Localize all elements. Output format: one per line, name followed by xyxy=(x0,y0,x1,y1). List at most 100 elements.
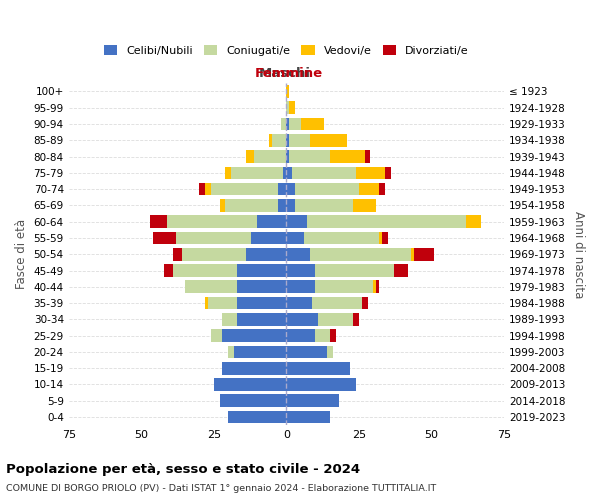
Bar xyxy=(286,362,350,374)
Bar xyxy=(173,264,237,277)
Bar xyxy=(292,166,356,179)
Bar xyxy=(289,134,310,146)
Bar xyxy=(228,410,286,424)
Bar xyxy=(365,150,370,163)
Bar xyxy=(286,313,318,326)
Bar xyxy=(223,330,286,342)
Bar xyxy=(257,216,286,228)
Bar xyxy=(281,118,286,130)
Bar xyxy=(313,296,362,310)
Text: Femmine: Femmine xyxy=(254,67,323,80)
Bar xyxy=(286,346,327,358)
Bar xyxy=(286,248,310,260)
Bar xyxy=(327,346,333,358)
Bar xyxy=(376,280,379,293)
Bar xyxy=(307,216,466,228)
Bar xyxy=(286,199,295,212)
Bar xyxy=(356,166,385,179)
Bar xyxy=(245,248,286,260)
Bar xyxy=(211,330,223,342)
Bar xyxy=(226,199,278,212)
Bar xyxy=(318,313,353,326)
Text: Popolazione per età, sesso e stato civile - 2024: Popolazione per età, sesso e stato civil… xyxy=(6,462,360,475)
Bar xyxy=(373,280,376,293)
Bar xyxy=(316,280,373,293)
Bar xyxy=(176,232,251,244)
Bar xyxy=(310,248,411,260)
Text: Maschi: Maschi xyxy=(259,67,311,80)
Bar xyxy=(278,183,286,196)
Bar xyxy=(414,248,434,260)
Bar xyxy=(286,183,295,196)
Bar xyxy=(231,166,283,179)
Bar xyxy=(330,330,335,342)
Bar xyxy=(379,183,385,196)
Text: COMUNE DI BORGO PRIOLO (PV) - Dati ISTAT 1° gennaio 2024 - Elaborazione TUTTITAL: COMUNE DI BORGO PRIOLO (PV) - Dati ISTAT… xyxy=(6,484,436,493)
Bar xyxy=(283,166,286,179)
Bar xyxy=(286,232,304,244)
Bar xyxy=(272,134,286,146)
Bar xyxy=(362,296,368,310)
Bar xyxy=(286,280,316,293)
Bar xyxy=(411,248,414,260)
Bar xyxy=(199,183,205,196)
Bar xyxy=(286,410,330,424)
Bar xyxy=(237,280,286,293)
Bar xyxy=(153,232,176,244)
Bar xyxy=(251,232,286,244)
Bar xyxy=(316,330,330,342)
Bar xyxy=(286,330,316,342)
Bar xyxy=(286,378,356,391)
Bar xyxy=(289,150,330,163)
Bar xyxy=(289,102,295,114)
Bar xyxy=(353,199,376,212)
Bar xyxy=(245,150,254,163)
Bar xyxy=(220,394,286,407)
Bar xyxy=(286,296,313,310)
Bar xyxy=(226,166,231,179)
Bar xyxy=(211,183,278,196)
Bar xyxy=(295,183,359,196)
Bar xyxy=(182,248,245,260)
Bar xyxy=(228,346,234,358)
Bar xyxy=(286,264,316,277)
Bar xyxy=(237,296,286,310)
Bar xyxy=(205,183,211,196)
Y-axis label: Fasce di età: Fasce di età xyxy=(15,219,28,290)
Bar xyxy=(289,118,301,130)
Bar xyxy=(208,296,237,310)
Bar xyxy=(304,232,379,244)
Bar xyxy=(173,248,182,260)
Bar xyxy=(234,346,286,358)
Bar xyxy=(382,232,388,244)
Bar xyxy=(359,183,379,196)
Bar xyxy=(167,216,257,228)
Bar xyxy=(385,166,391,179)
Bar xyxy=(353,313,359,326)
Bar xyxy=(164,264,173,277)
Bar xyxy=(379,232,382,244)
Y-axis label: Anni di nascita: Anni di nascita xyxy=(572,210,585,298)
Bar xyxy=(394,264,408,277)
Bar xyxy=(286,150,289,163)
Bar xyxy=(269,134,272,146)
Bar xyxy=(278,199,286,212)
Bar xyxy=(310,134,347,146)
Bar xyxy=(316,264,394,277)
Bar xyxy=(286,394,338,407)
Bar xyxy=(223,313,237,326)
Bar xyxy=(185,280,237,293)
Bar xyxy=(237,264,286,277)
Bar xyxy=(223,362,286,374)
Bar xyxy=(286,118,289,130)
Bar xyxy=(286,166,292,179)
Bar xyxy=(286,216,307,228)
Bar xyxy=(286,134,289,146)
Bar xyxy=(295,199,353,212)
Bar xyxy=(237,313,286,326)
Bar xyxy=(301,118,324,130)
Legend: Celibi/Nubili, Coniugati/e, Vedovi/e, Divorziati/e: Celibi/Nubili, Coniugati/e, Vedovi/e, Di… xyxy=(100,41,473,60)
Bar xyxy=(330,150,365,163)
Bar xyxy=(150,216,167,228)
Bar xyxy=(286,85,289,98)
